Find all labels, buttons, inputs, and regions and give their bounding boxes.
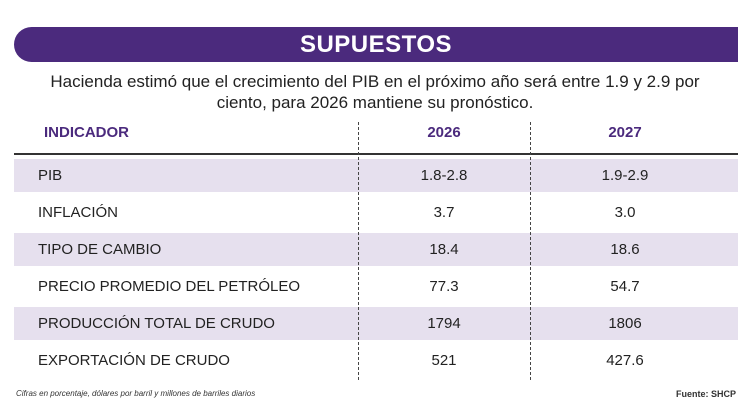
table-row: INFLACIÓN 3.7 3.0 [14, 196, 738, 229]
row-label: INFLACIÓN [38, 204, 119, 221]
table-row: TIPO DE CAMBIO 18.4 18.6 [14, 233, 738, 266]
cell-value: 77.3 [429, 278, 459, 295]
cell-value: 18.4 [429, 241, 459, 258]
title-bar: SUPUESTOS [14, 27, 738, 62]
column-divider [358, 122, 359, 380]
column-header: 2027 [608, 124, 642, 141]
cell-value: 3.0 [614, 204, 636, 221]
cell-value: 521 [431, 352, 457, 369]
cell-value: 1.8-2.8 [420, 167, 468, 184]
row-label: TIPO DE CAMBIO [38, 241, 162, 258]
source: Fuente: SHCP [675, 389, 736, 399]
subtitle: Hacienda estimó que el crecimiento del P… [50, 72, 700, 112]
column-divider [530, 122, 531, 380]
table-row: PRECIO PROMEDIO DEL PETRÓLEO 77.3 54.7 [14, 270, 738, 303]
row-label: PRECIO PROMEDIO DEL PETRÓLEO [38, 278, 300, 295]
cell-value: 1794 [427, 315, 461, 332]
header-rule [14, 153, 738, 155]
cell-value: 1806 [608, 315, 642, 332]
cell-value: 427.6 [606, 352, 644, 369]
cell-value: 3.7 [433, 204, 455, 221]
table-row: PIB 1.8-2.8 1.9-2.9 [14, 159, 738, 192]
table-row: PRODUCCIÓN TOTAL DE CRUDO 1794 1806 [14, 307, 738, 340]
title: SUPUESTOS [299, 31, 453, 58]
row-label: EXPORTACIÓN DE CRUDO [38, 352, 230, 369]
cell-value: 18.6 [610, 241, 640, 258]
column-header: INDICADOR [44, 124, 129, 141]
column-header: 2026 [427, 124, 461, 141]
table-row: EXPORTACIÓN DE CRUDO 521 427.6 [14, 344, 738, 377]
row-label: PRODUCCIÓN TOTAL DE CRUDO [38, 315, 275, 332]
row-label: PIB [38, 167, 63, 184]
cell-value: 1.9-2.9 [601, 167, 649, 184]
cell-value: 54.7 [610, 278, 640, 295]
footnote: Cifras en porcentaje, dólares por barril… [16, 389, 256, 398]
